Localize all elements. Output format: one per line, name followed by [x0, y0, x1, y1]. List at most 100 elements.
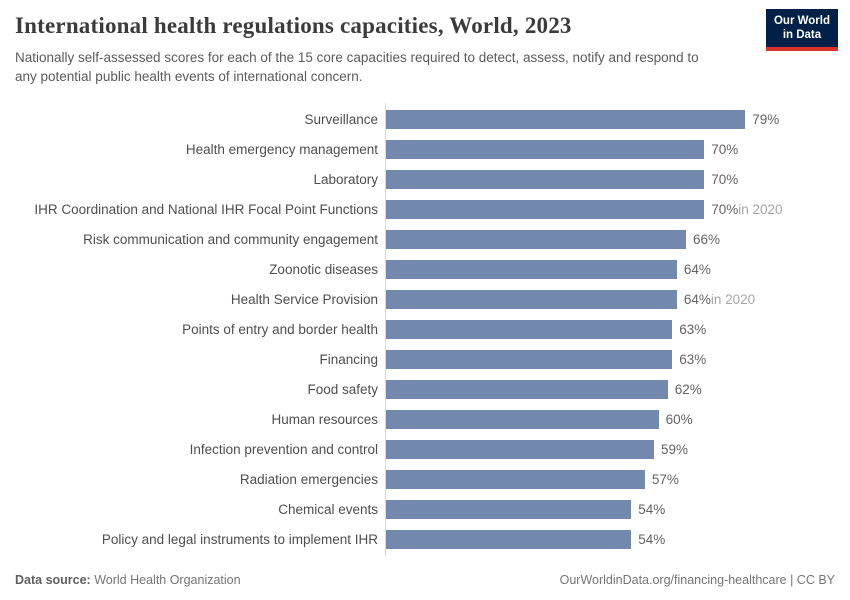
chart-row: Health Service Provision 64%in 2020 [15, 284, 850, 314]
plot-area: 54% [385, 499, 841, 519]
value-note: in 2020 [738, 201, 783, 217]
chart-row: Infection prevention and control 59% [15, 434, 850, 464]
license-label: CC BY [796, 573, 835, 587]
category-label: Zoonotic diseases [269, 261, 378, 277]
category-label: Financing [319, 351, 378, 367]
value-label: 57% [652, 472, 679, 487]
chart-row: Risk communication and community engagem… [15, 224, 850, 254]
bar[interactable] [385, 469, 645, 489]
value-text: 63% [679, 321, 707, 337]
credit: OurWorldinData.org/financing-healthcare … [560, 573, 835, 587]
category-label: Policy and legal instruments to implemen… [101, 531, 378, 547]
value-label: 79% [752, 112, 779, 127]
bar[interactable] [385, 199, 705, 219]
plot-area: 60% [385, 409, 841, 429]
value-label: 70% [711, 172, 738, 187]
chart-row: Human resources 60% [15, 404, 850, 434]
plot-area: 70% [385, 139, 841, 159]
value-text: 60% [665, 411, 693, 427]
plot-area: 64%in 2020 [385, 289, 841, 309]
value-text: 54% [638, 501, 666, 517]
owid-logo-line1: Our World [773, 15, 830, 27]
value-label: 54% [638, 502, 665, 517]
chart-row: Financing 63% [15, 344, 850, 374]
bar[interactable] [385, 169, 705, 189]
value-label: 59% [661, 442, 688, 457]
chart-row: Chemical events 54% [15, 494, 850, 524]
category-label: Health emergency management [185, 141, 378, 157]
value-text: 70% [711, 201, 739, 217]
plot-area: 66% [385, 229, 841, 249]
value-text: 70% [711, 141, 739, 157]
plot-area: 70% [385, 169, 841, 189]
plot-area: 63% [385, 319, 841, 339]
bar[interactable] [385, 139, 705, 159]
category-label: Food safety [307, 381, 378, 397]
category-label: Surveillance [304, 111, 378, 127]
category-label: Risk communication and community engagem… [83, 231, 378, 247]
value-text: 59% [661, 441, 689, 457]
bar[interactable] [385, 529, 632, 549]
chart-row: Zoonotic diseases 64% [15, 254, 850, 284]
bar[interactable] [385, 409, 659, 429]
value-text: 79% [752, 111, 780, 127]
category-label: Radiation emergencies [239, 471, 378, 487]
bar[interactable] [385, 259, 677, 279]
value-text: 62% [674, 381, 702, 397]
bar[interactable] [385, 319, 673, 339]
chart-row: Health emergency management 70% [15, 134, 850, 164]
chart-header: International health regulations capacit… [0, 0, 850, 87]
data-source-label: Data source: [15, 573, 91, 587]
value-label: 63% [679, 352, 706, 367]
chart-row: Surveillance 79% [15, 104, 850, 134]
value-text: 70% [711, 171, 739, 187]
value-label: 70%in 2020 [711, 202, 782, 217]
credit-url[interactable]: OurWorldinData.org/financing-healthcare [559, 573, 787, 587]
value-label: 54% [638, 532, 665, 547]
bar[interactable] [385, 439, 655, 459]
value-note: in 2020 [710, 291, 756, 307]
plot-area: 59% [385, 439, 841, 459]
chart-footer: Data source: World Health Organization O… [15, 573, 835, 587]
category-label: Laboratory [313, 171, 378, 187]
value-text: 54% [638, 531, 666, 547]
page-title: International health regulations capacit… [15, 13, 572, 38]
chart-row: Policy and legal instruments to implemen… [15, 524, 850, 554]
value-text: 57% [651, 471, 679, 487]
plot-area: 79% [385, 109, 841, 129]
owid-logo-line2: in Data [782, 29, 822, 42]
bar[interactable] [385, 109, 746, 129]
owid-logo[interactable]: Our World in Data [765, 9, 838, 51]
bar-chart: Surveillance 79% Health emergency manage… [15, 103, 850, 557]
category-label: IHR Coordination and National IHR Focal … [34, 201, 378, 217]
category-label: Infection prevention and control [189, 441, 378, 457]
category-label: Human resources [271, 411, 378, 427]
plot-area: 70%in 2020 [385, 199, 841, 219]
plot-area: 57% [385, 469, 841, 489]
y-axis-line [385, 103, 386, 557]
bar[interactable] [385, 289, 677, 309]
value-text: 64% [683, 291, 711, 307]
value-label: 64% [684, 262, 711, 277]
credit-separator: | [786, 573, 797, 587]
category-label: Health Service Provision [230, 291, 378, 307]
bar[interactable] [385, 349, 673, 369]
value-label: 60% [666, 412, 693, 427]
value-text: 64% [683, 261, 711, 277]
value-label: 66% [693, 232, 720, 247]
bar[interactable] [385, 499, 632, 519]
bar[interactable] [385, 379, 668, 399]
value-label: 70% [711, 142, 738, 157]
category-label: Chemical events [278, 501, 378, 517]
plot-area: 62% [385, 379, 841, 399]
value-label: 62% [675, 382, 702, 397]
value-label: 64%in 2020 [684, 292, 755, 307]
plot-area: 63% [385, 349, 841, 369]
chart-row: IHR Coordination and National IHR Focal … [15, 194, 850, 224]
bar[interactable] [385, 229, 686, 249]
chart-row: Food safety 62% [15, 374, 850, 404]
plot-area: 64% [385, 259, 841, 279]
chart-row: Laboratory 70% [15, 164, 850, 194]
page-subtitle: Nationally self-assessed scores for each… [15, 49, 699, 85]
